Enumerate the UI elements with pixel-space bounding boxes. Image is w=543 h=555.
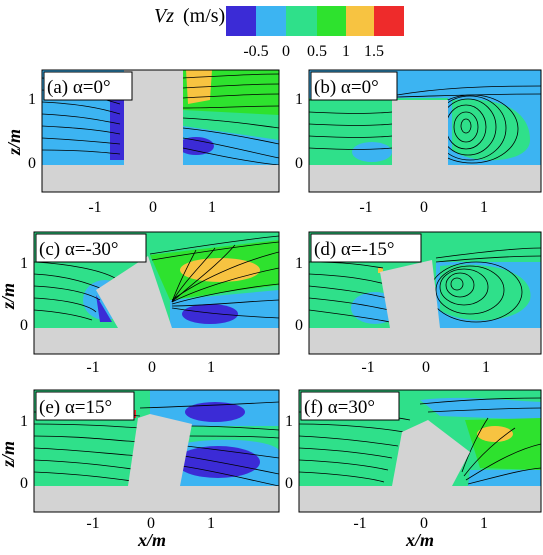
z-tick: 0 [285, 475, 293, 492]
z-tick: 1 [295, 91, 303, 108]
x-tick: 1 [207, 359, 215, 376]
colorbar-unit: (m/s) [183, 5, 225, 27]
colorbar-swatch-2 [256, 6, 286, 36]
x-tick: -1 [86, 359, 99, 376]
z-tick: 0 [295, 155, 303, 172]
panel-c: (c) α=-30° [33, 231, 280, 355]
panel-b: (b) α=0° [308, 69, 542, 193]
colorbar-swatch-1 [226, 6, 256, 36]
panel-a: (a) α=0° [41, 69, 280, 193]
colorbar-swatch-5 [346, 6, 374, 36]
x-tick: -1 [359, 199, 372, 216]
x-tick: 1 [208, 199, 216, 216]
panel-e: (e) α=15° [33, 389, 280, 513]
panel-label: (a) α=0° [47, 77, 111, 98]
z-tick: 0 [20, 317, 28, 334]
z-tick: 0 [20, 475, 28, 492]
x-tick: -1 [361, 359, 374, 376]
x-tick: 0 [147, 515, 155, 532]
z-tick: 1 [295, 255, 303, 272]
panel-label: (c) α=-30° [39, 239, 118, 260]
panel-label: (e) α=15° [39, 397, 112, 418]
panel-f: (f) α=30° [298, 389, 542, 513]
x-ticks: -1 0 1 -1 0 1 -1 0 1 -1 0 1 -1 0 1 -1 0 … [86, 199, 490, 532]
colorbar-tick: 1.5 [364, 43, 384, 60]
x-axis-label: x/m [405, 530, 434, 550]
z-tick: 0 [28, 155, 36, 172]
colorbar-tick: 0 [282, 43, 290, 60]
panel-label: (f) α=30° [304, 397, 375, 418]
colorbar-swatch-4 [317, 6, 346, 36]
colorbar-variable: Vz [154, 5, 174, 27]
z-ticks: 1 0 1 0 1 0 1 0 1 0 1 0 [20, 91, 303, 492]
z-tick: 1 [20, 413, 28, 430]
x-axis-label: x/m [137, 530, 166, 550]
z-axis-label: z/m [0, 441, 18, 468]
z-tick: 1 [285, 413, 293, 430]
x-tick: 1 [482, 359, 490, 376]
z-axis-label: z/m [0, 283, 18, 310]
colorbar-tick: 1 [342, 43, 350, 60]
x-tick: 0 [420, 515, 428, 532]
x-tick: 0 [149, 199, 157, 216]
panel-d: (d) α=-15° [308, 231, 542, 355]
colorbar: Vz (m/s) -0.5 0 0.5 1 1.5 [154, 5, 404, 60]
z-tick: 1 [28, 91, 36, 108]
x-tick: 0 [422, 359, 430, 376]
x-tick: 1 [480, 515, 488, 532]
colorbar-tick: -0.5 [243, 43, 268, 60]
z-tick: 1 [20, 255, 28, 272]
panel-label: (d) α=-15° [314, 239, 395, 260]
x-tick: -1 [353, 515, 366, 532]
x-tick: 0 [420, 199, 428, 216]
x-tick: -1 [86, 515, 99, 532]
panel-label: (b) α=0° [314, 77, 379, 98]
colorbar-tick: 0.5 [307, 43, 327, 60]
colorbar-swatch-6 [374, 6, 404, 36]
x-tick: 0 [148, 359, 156, 376]
z-axis-label: z/m [4, 129, 24, 156]
x-tick: 1 [207, 515, 215, 532]
z-tick: 0 [295, 317, 303, 334]
x-tick: -1 [88, 199, 101, 216]
colorbar-swatch-3 [286, 6, 317, 36]
x-tick: 1 [480, 199, 488, 216]
